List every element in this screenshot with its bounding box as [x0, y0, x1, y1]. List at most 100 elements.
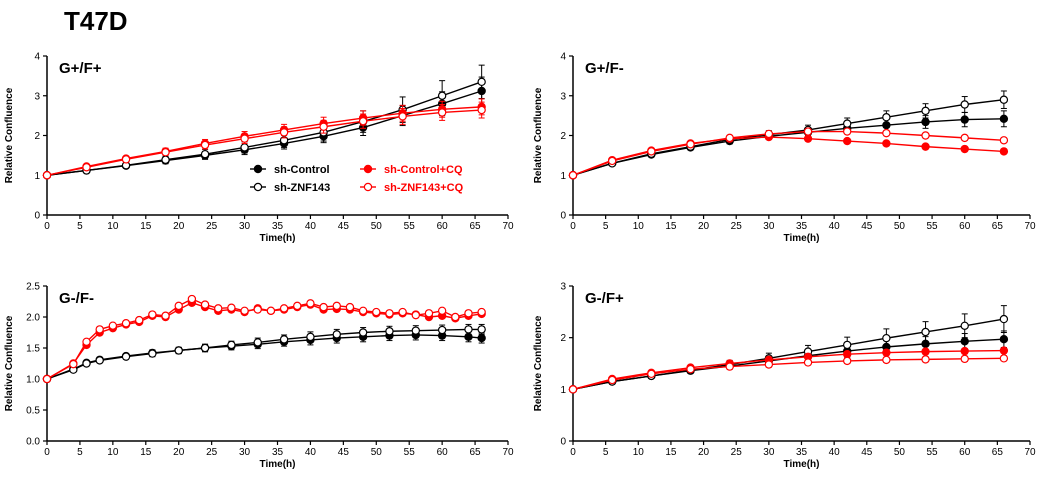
- series-line: [572, 357, 1004, 391]
- x-tick-label: 0: [570, 447, 576, 458]
- data-point: [843, 136, 852, 146]
- y-axis-title: Relative Confluence: [533, 87, 544, 183]
- series-line: [572, 136, 1004, 176]
- data-point: [82, 163, 91, 172]
- x-tick-label: 60: [437, 447, 449, 458]
- data-point: [332, 301, 341, 311]
- x-tick-label: 45: [861, 447, 873, 458]
- legend-marker: [253, 182, 263, 192]
- x-tick-label: 0: [44, 447, 50, 458]
- data-point: [960, 144, 969, 154]
- data-point: [451, 312, 460, 322]
- data-point: [187, 294, 197, 304]
- x-tick-label: 55: [927, 221, 939, 232]
- x-axis-title: Time(h): [784, 459, 820, 470]
- data-point: [921, 355, 930, 364]
- data-point: [477, 307, 486, 317]
- figure-title: T47D: [64, 6, 128, 36]
- series-line: [572, 318, 1005, 391]
- data-point: [174, 301, 183, 311]
- series-4: [42, 101, 486, 180]
- data-point: [464, 309, 473, 318]
- panel-label: G-/F+: [585, 290, 624, 307]
- x-tick-label: 70: [1024, 221, 1036, 232]
- data-point: [411, 310, 420, 320]
- y-axis-title: Relative Confluence: [4, 315, 15, 411]
- data-point: [686, 140, 695, 149]
- chart-panel-3: 0 5 10 15 20 25 30 35 40 45 50 55 60 65 70 0.0 0.5 1.0 1.5…: [4, 282, 514, 471]
- data-point: [332, 330, 341, 339]
- data-point: [960, 133, 969, 143]
- data-point: [161, 155, 170, 164]
- y-tick-label: 4: [560, 52, 566, 63]
- data-point: [227, 340, 236, 350]
- data-point: [161, 311, 170, 320]
- data-point: [803, 134, 813, 143]
- y-tick-label: 1.5: [26, 344, 40, 355]
- series-3: [568, 346, 1009, 394]
- data-point: [121, 319, 131, 328]
- data-point: [411, 326, 420, 335]
- x-tick-label: 20: [173, 447, 185, 458]
- data-point: [437, 325, 447, 335]
- x-tick-label: 20: [173, 221, 185, 232]
- chart-panel-2: 0 5 10 15 20 25 30 35 40 45 50 55 60 65 70 0 1 2 3 4 Time(h)…: [533, 52, 1036, 245]
- data-point: [921, 347, 930, 356]
- x-tick-label: 60: [437, 221, 449, 232]
- series-line: [572, 130, 1004, 176]
- data-point: [803, 127, 813, 136]
- x-tick-label: 55: [404, 221, 416, 232]
- data-point: [882, 128, 891, 138]
- data-point: [372, 307, 381, 317]
- legend-marker: [253, 164, 263, 174]
- x-tick-label: 15: [140, 221, 152, 232]
- x-tick-label: 20: [698, 221, 710, 232]
- data-point: [607, 375, 617, 385]
- data-point: [306, 332, 315, 342]
- x-tick-label: 55: [927, 447, 939, 458]
- data-point: [647, 147, 656, 156]
- data-point: [764, 360, 774, 369]
- data-point: [725, 362, 734, 371]
- series-2: [568, 305, 1009, 394]
- data-point: [385, 309, 394, 318]
- y-tick-label: 0: [560, 437, 566, 448]
- series-line: [572, 338, 1004, 391]
- y-axis-title: Relative Confluence: [4, 87, 15, 183]
- data-point: [960, 321, 969, 330]
- data-point: [200, 300, 210, 309]
- x-tick-label: 0: [570, 221, 576, 232]
- x-tick-label: 35: [796, 221, 808, 232]
- x-tick-label: 10: [633, 447, 645, 458]
- data-point: [960, 346, 969, 356]
- x-tick-label: 40: [305, 447, 317, 458]
- x-tick-label: 45: [861, 221, 873, 232]
- data-point: [345, 302, 355, 312]
- data-point: [200, 140, 210, 150]
- data-point: [999, 346, 1009, 355]
- data-point: [266, 306, 276, 315]
- data-point: [279, 128, 289, 137]
- legend-label: sh-Control: [274, 164, 330, 176]
- x-tick-label: 40: [305, 221, 317, 232]
- y-tick-label: 0.0: [26, 437, 40, 448]
- y-tick-label: 2.5: [26, 282, 40, 293]
- data-point: [803, 358, 813, 367]
- x-tick-label: 45: [338, 221, 350, 232]
- x-tick-label: 15: [140, 447, 152, 458]
- data-point: [960, 115, 969, 124]
- x-tick-label: 50: [894, 221, 906, 232]
- x-tick-label: 60: [959, 447, 971, 458]
- data-point: [477, 325, 486, 334]
- data-point: [437, 91, 447, 100]
- legend-marker: [363, 182, 373, 192]
- x-tick-label: 5: [77, 221, 83, 232]
- x-tick-label: 15: [665, 221, 677, 232]
- series-4: [568, 127, 1009, 180]
- series-1: [42, 329, 486, 384]
- x-tick-label: 35: [796, 447, 808, 458]
- data-point: [398, 112, 407, 121]
- series-line: [46, 106, 482, 176]
- y-tick-label: 2: [560, 131, 566, 142]
- data-point: [306, 299, 315, 308]
